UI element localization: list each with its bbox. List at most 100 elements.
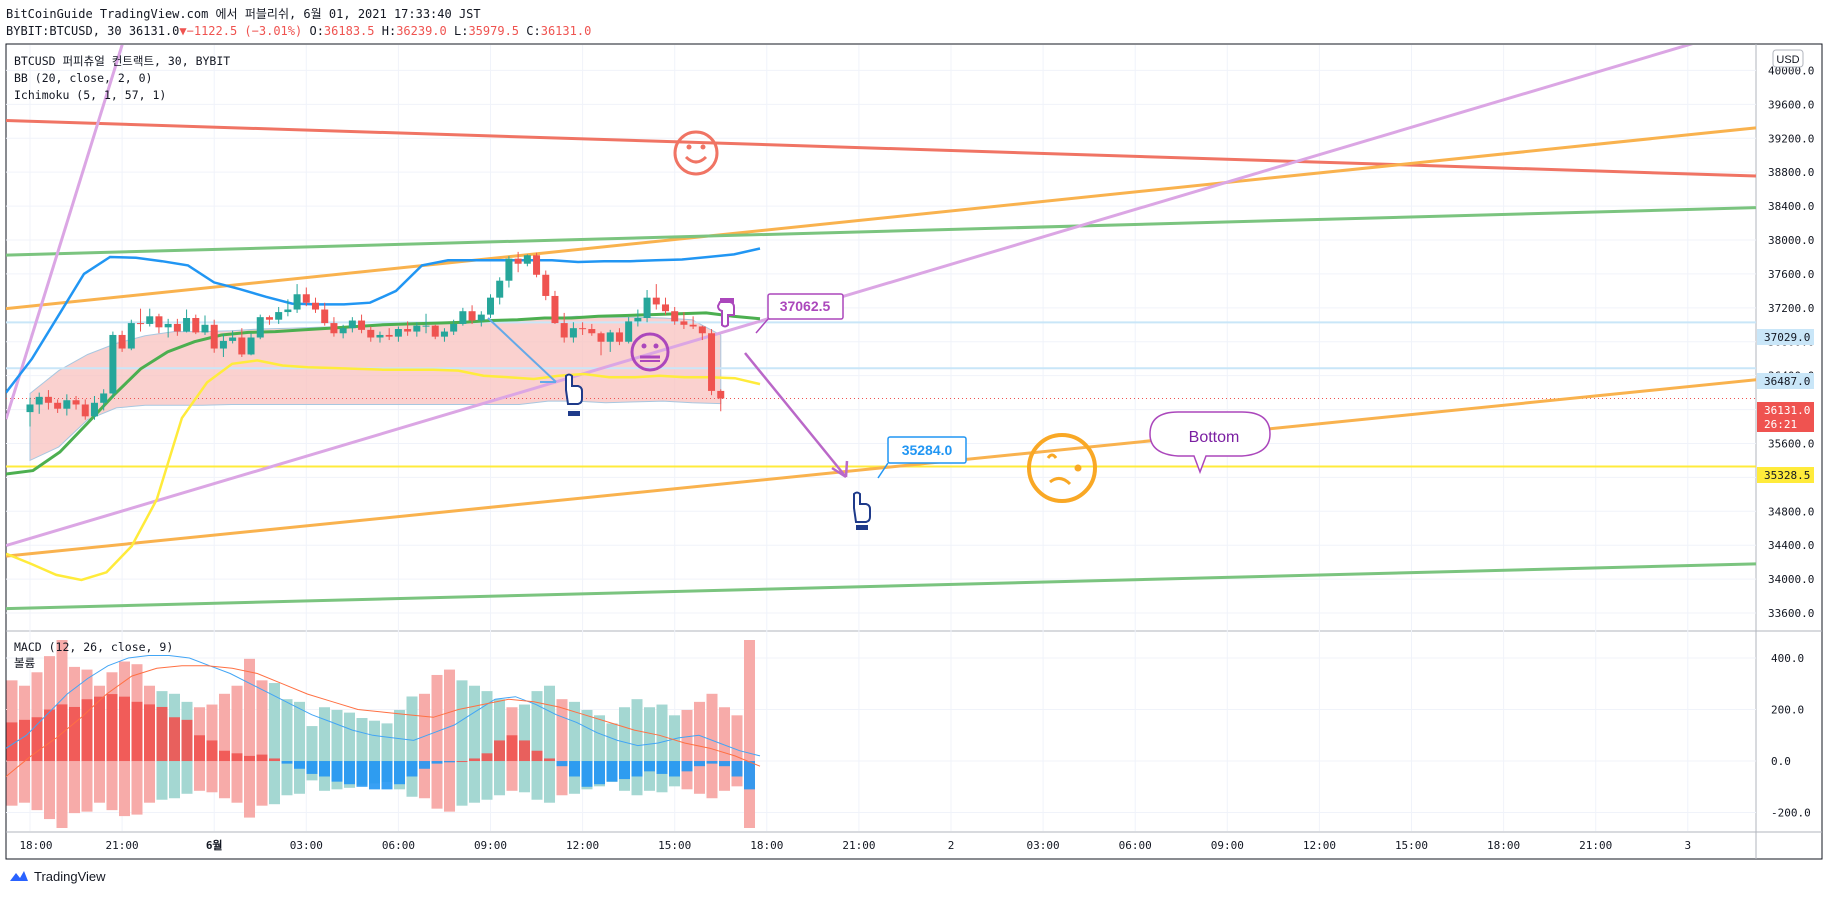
time-tick-label: 18:00 — [19, 839, 52, 852]
legend: BTCUSD 퍼피츄얼 컨트랙트, 30, BYBIT BB (20, clos… — [14, 54, 230, 670]
candle — [404, 321, 412, 336]
candle-body — [63, 400, 71, 409]
candle-body — [523, 255, 531, 264]
time-tick-label: 3 — [1684, 839, 1691, 852]
candle-body — [551, 295, 559, 324]
pointing-hand-icon-2[interactable] — [853, 491, 871, 531]
candle-body — [284, 309, 292, 313]
candle — [284, 299, 292, 317]
macd-histogram-bar — [531, 750, 543, 762]
candle — [275, 306, 283, 324]
candle — [210, 319, 218, 353]
callout-bubble[interactable]: Bottom — [1149, 411, 1271, 475]
macd-histogram-bar — [706, 761, 718, 764]
candle-body — [293, 294, 301, 310]
trendline-violet — [6, 45, 1694, 548]
macd-histogram-bar — [694, 761, 705, 767]
neutral-face-icon[interactable] — [630, 332, 670, 372]
candle — [459, 307, 467, 326]
volume-bar — [231, 685, 243, 803]
candle-body — [431, 325, 439, 337]
kijun-line — [6, 311, 761, 476]
price-tick-label: 33600.0 — [1768, 607, 1814, 620]
price-tick-label: 35600.0 — [1768, 437, 1814, 450]
candle-body — [321, 309, 329, 324]
pointing-hand-down-icon[interactable] — [716, 298, 735, 328]
candle-body — [35, 396, 43, 405]
macd-histogram-bar — [506, 735, 518, 762]
volume-bar — [469, 685, 480, 803]
time-tick-label: 06:00 — [382, 839, 415, 852]
volume-bar — [394, 709, 405, 790]
volume-bar — [481, 691, 493, 800]
candle-body — [698, 326, 706, 334]
volume-bar — [681, 709, 693, 790]
svg-text:36487.0: 36487.0 — [1764, 375, 1810, 388]
candle — [358, 314, 366, 334]
price-label-35284[interactable]: 35284.0 — [877, 436, 967, 479]
candle-body — [394, 329, 402, 337]
grid — [6, 45, 1756, 831]
candle — [109, 331, 117, 398]
time-tick-label: 09:00 — [474, 839, 507, 852]
arrow-blue[interactable] — [487, 317, 557, 383]
candle — [238, 328, 246, 357]
volume-bar — [531, 691, 543, 800]
candle — [551, 290, 559, 324]
candle — [569, 322, 577, 343]
macd-histogram-bar — [206, 740, 218, 762]
arrow-violet[interactable] — [744, 352, 849, 479]
svg-text:36131.0: 36131.0 — [1764, 404, 1810, 417]
smile-icon[interactable] — [673, 130, 719, 176]
candle — [496, 277, 504, 305]
candle — [137, 308, 145, 332]
candle-body — [689, 324, 697, 327]
macd-histogram-bar — [19, 719, 30, 762]
price-label-37062[interactable]: 37062.5 — [755, 293, 844, 334]
drawings[interactable]: 37062.5 35284.0 Bottom — [487, 130, 1271, 531]
candle-body — [265, 317, 273, 320]
macd-tick-label: 0.0 — [1771, 755, 1791, 768]
candle — [708, 329, 716, 396]
candle — [63, 394, 71, 416]
candle-body — [137, 323, 145, 325]
trendlines[interactable] — [6, 0, 1756, 611]
dizzy-face-icon[interactable] — [1027, 433, 1097, 503]
candle — [348, 317, 356, 333]
tradingview-brand: TradingView — [34, 868, 106, 884]
currency-badge[interactable]: USD — [1772, 49, 1804, 68]
candle — [293, 284, 301, 313]
candle-body — [661, 304, 669, 312]
candle — [477, 311, 485, 327]
macd-histogram-bar — [594, 761, 605, 785]
macd-histogram-bar — [319, 761, 330, 777]
legend-macd: MACD (12, 26, close, 9) — [14, 640, 173, 654]
candles[interactable] — [26, 251, 725, 427]
svg-text:35328.5: 35328.5 — [1764, 469, 1810, 482]
candle — [671, 306, 679, 325]
candle — [155, 313, 163, 334]
candle — [680, 312, 688, 330]
volume-bar — [406, 696, 418, 797]
candle-body — [219, 340, 227, 349]
candle — [689, 316, 697, 330]
candle — [183, 309, 191, 333]
volume-bar — [306, 726, 318, 781]
open-value: 36183.5 — [323, 24, 375, 38]
candle — [256, 314, 264, 340]
macd-histogram-bar — [294, 761, 305, 769]
svg-text:37062.5: 37062.5 — [780, 298, 831, 314]
candle — [118, 330, 126, 352]
macd-histogram-bar — [219, 750, 230, 762]
candle — [385, 328, 393, 341]
pointing-hand-icon[interactable] — [565, 373, 583, 417]
tradingview-logo[interactable]: TradingView — [8, 868, 106, 884]
candle-body — [569, 328, 577, 338]
volume-bar — [694, 701, 705, 794]
candle-body — [201, 324, 209, 333]
macd-histogram-bar — [431, 761, 443, 764]
volume-bar — [631, 699, 643, 796]
time-tick-label: 03:00 — [290, 839, 323, 852]
macd-histogram-bar — [194, 735, 205, 762]
